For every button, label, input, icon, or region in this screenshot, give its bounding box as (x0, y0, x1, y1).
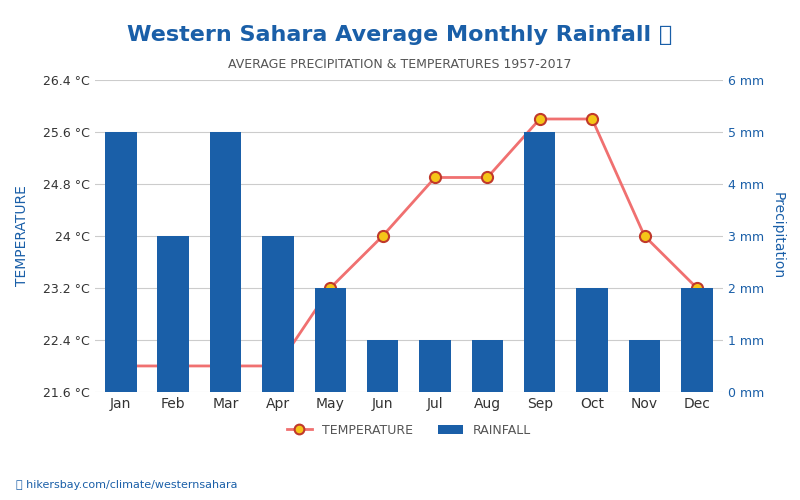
Y-axis label: Precipitation: Precipitation (771, 192, 785, 280)
Text: AVERAGE PRECIPITATION & TEMPERATURES 1957-2017: AVERAGE PRECIPITATION & TEMPERATURES 195… (228, 58, 572, 70)
Bar (367, 340, 398, 392)
Bar (472, 340, 503, 392)
Legend: TEMPERATURE, RAINFALL: TEMPERATURE, RAINFALL (282, 419, 536, 442)
Bar (314, 288, 346, 392)
Bar (577, 288, 608, 392)
Text: 📍 hikersbay.com/climate/westernsahara: 📍 hikersbay.com/climate/westernsahara (16, 480, 238, 490)
Bar (262, 236, 294, 392)
Y-axis label: TEMPERATURE: TEMPERATURE (15, 186, 29, 286)
Bar (681, 288, 713, 392)
Bar (158, 236, 189, 392)
Bar (105, 132, 137, 392)
Bar (419, 340, 450, 392)
Bar (524, 132, 555, 392)
Bar (210, 132, 242, 392)
Text: Western Sahara Average Monthly Rainfall 🌧: Western Sahara Average Monthly Rainfall … (127, 25, 673, 45)
Bar (629, 340, 660, 392)
